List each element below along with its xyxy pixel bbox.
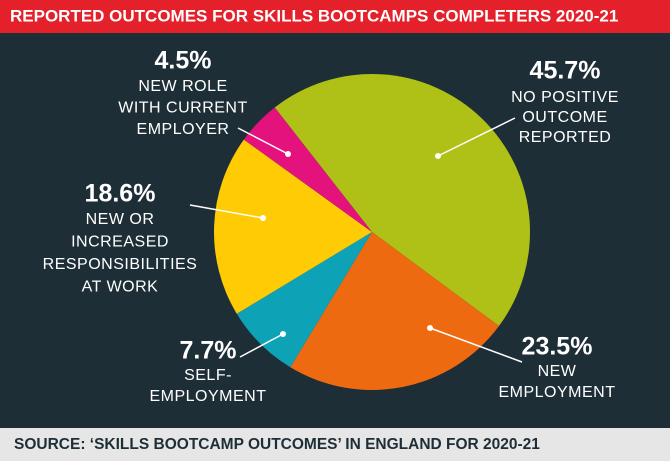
leader-dot: [280, 331, 286, 337]
chart-title: REPORTED OUTCOMES FOR SKILLS BOOTCAMPS C…: [10, 6, 618, 25]
leader-line: [237, 127, 289, 155]
title-bar: [0, 0, 670, 33]
leader-line: [429, 327, 523, 363]
pie-slice: [274, 73, 531, 327]
pie-slice: [236, 232, 372, 368]
category-label: SELF-: [184, 367, 232, 384]
category-label: EMPLOYMENT: [149, 388, 266, 405]
value-label: 23.5%: [522, 333, 593, 361]
pie-slice: [213, 139, 372, 314]
category-label: AT WORK: [82, 279, 159, 296]
value-label: 4.5%: [155, 47, 212, 75]
category-label: EMPLOYER: [137, 121, 230, 138]
category-label: REPORTED: [519, 129, 612, 146]
leader-dot: [435, 153, 441, 159]
category-label: OUTCOME: [522, 109, 607, 126]
leader-dot: [260, 215, 266, 221]
pie-slice: [290, 232, 499, 390]
category-label: NEW: [538, 363, 577, 380]
source-bar: [0, 428, 670, 461]
category-label: WITH CURRENT: [118, 100, 248, 117]
category-label: RESPONSIBILITIES: [43, 256, 198, 273]
value-label: 7.7%: [180, 337, 237, 365]
category-label: NO POSITIVE: [511, 89, 619, 106]
source: SOURCE: ‘SKILLS BOOTCAMP OUTCOMES’ IN EN…: [14, 436, 540, 453]
category-label: EMPLOYMENT: [498, 384, 615, 401]
pie-slice: [243, 107, 372, 232]
leader-line: [437, 117, 516, 157]
leader-dot: [285, 151, 291, 157]
leader-dot: [427, 325, 433, 331]
leader-line: [239, 333, 284, 358]
category-label: NEW OR: [86, 211, 155, 228]
value-label: 18.6%: [85, 180, 156, 208]
value-label: 45.7%: [530, 57, 601, 85]
category-label: NEW ROLE: [138, 78, 227, 95]
leader-line: [189, 204, 264, 219]
category-label: INCREASED: [71, 234, 169, 251]
